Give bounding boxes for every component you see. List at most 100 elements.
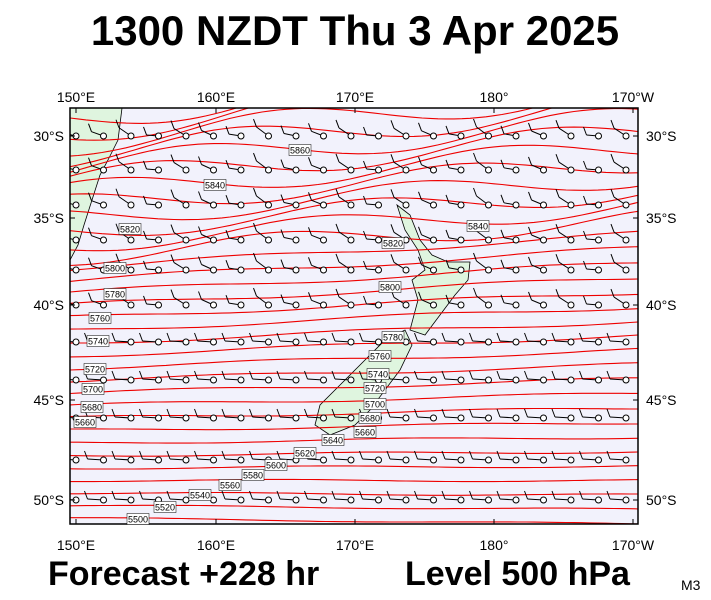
barb-station — [72, 201, 80, 209]
barb-station — [72, 376, 80, 384]
contour-label-box — [73, 416, 97, 428]
contour-label: 5600 — [266, 460, 286, 470]
barb-station — [237, 132, 245, 140]
barb-station — [320, 456, 327, 464]
barb-station — [512, 266, 520, 274]
barb-station — [457, 201, 465, 209]
barb-flag — [225, 159, 230, 169]
barb-flag — [335, 119, 340, 129]
barb-station — [595, 414, 602, 422]
barb-flag — [441, 332, 446, 342]
barb-station — [430, 201, 437, 209]
barb-station — [375, 236, 382, 244]
barb-station — [567, 301, 575, 309]
barb-flag — [335, 253, 340, 263]
barb-flag — [276, 332, 281, 342]
lat-label-right: 45°S — [646, 392, 677, 408]
barb-station — [595, 376, 602, 384]
barb-station — [430, 166, 437, 174]
barb-flag — [441, 408, 446, 418]
barb-flag — [528, 256, 532, 266]
contour-label-box — [153, 501, 177, 513]
barb-flag — [528, 156, 532, 166]
barb-flag — [57, 409, 60, 417]
barb-station — [485, 201, 492, 209]
map-frame — [69, 107, 639, 525]
barb-station — [595, 338, 602, 346]
barb-station — [265, 236, 272, 244]
barb-flag — [253, 187, 257, 197]
barb-station — [512, 301, 520, 309]
barb-flag — [551, 490, 556, 500]
barb-flag — [469, 408, 473, 418]
barb-flag — [469, 370, 473, 380]
barb-station — [320, 376, 327, 384]
barb-station — [512, 456, 520, 464]
contour-label-box — [80, 401, 104, 413]
barb-flag — [335, 288, 340, 298]
barb-station — [540, 132, 547, 140]
contour-label-box — [218, 479, 242, 491]
barb-station — [237, 266, 245, 274]
barb-flag — [579, 450, 583, 460]
barb-flag — [528, 122, 532, 132]
lon-label-top: 170°W — [612, 89, 655, 105]
barb-flag — [606, 490, 611, 500]
barb-flag — [139, 332, 143, 342]
barb-station — [320, 414, 327, 422]
barb-station — [622, 338, 630, 346]
barb-station — [402, 414, 410, 422]
barb-flag — [579, 332, 583, 342]
barb-flag — [115, 153, 120, 162]
barb-flag — [280, 229, 285, 238]
barb-flag — [528, 191, 532, 201]
barb-station — [210, 338, 217, 346]
barb-station — [402, 301, 410, 309]
barb-station — [485, 496, 492, 504]
barb-flag — [414, 332, 418, 342]
barb-flag — [115, 188, 120, 197]
barb-flag — [111, 370, 116, 380]
barb-station — [430, 338, 437, 346]
barb-station — [595, 496, 602, 504]
contour-line — [70, 108, 251, 141]
contour-line — [70, 246, 638, 282]
barb-station — [512, 166, 520, 174]
contour-label: 5620 — [295, 448, 315, 458]
barb-flag — [610, 188, 615, 198]
barb-flag — [115, 119, 120, 128]
contour-label-box — [358, 412, 382, 424]
contour-line — [70, 491, 638, 496]
barb-flag — [583, 195, 587, 205]
lon-label-top: 180° — [480, 89, 509, 105]
barb-flag — [111, 490, 116, 500]
barb-flag — [57, 333, 60, 341]
barb-station — [100, 414, 107, 422]
barb-flag — [418, 226, 422, 236]
barb-flag — [335, 223, 340, 233]
barb-station — [347, 132, 355, 140]
barb-flag — [253, 252, 257, 262]
barb-flag — [198, 156, 202, 165]
barb-flag — [363, 230, 367, 240]
contour-label-box — [103, 262, 127, 274]
barb-station — [622, 166, 630, 174]
barb-flag — [249, 408, 253, 418]
barb-flag — [308, 292, 312, 301]
barb-station — [210, 201, 217, 209]
barb-flag — [496, 490, 501, 500]
barb-station — [182, 376, 190, 384]
barb-station — [265, 496, 272, 504]
barb-flag — [363, 126, 367, 136]
barb-station — [100, 456, 107, 464]
barb-station — [265, 201, 272, 209]
barb-flag — [524, 332, 528, 342]
contour-label: 5780 — [383, 332, 403, 342]
barb-flag — [308, 257, 312, 266]
barb-station — [540, 201, 547, 209]
barb-flag — [390, 224, 395, 233]
lat-label-left: 30°S — [33, 128, 64, 144]
barb-station — [430, 496, 437, 504]
barb-station — [292, 266, 300, 274]
barb-station — [100, 376, 107, 384]
